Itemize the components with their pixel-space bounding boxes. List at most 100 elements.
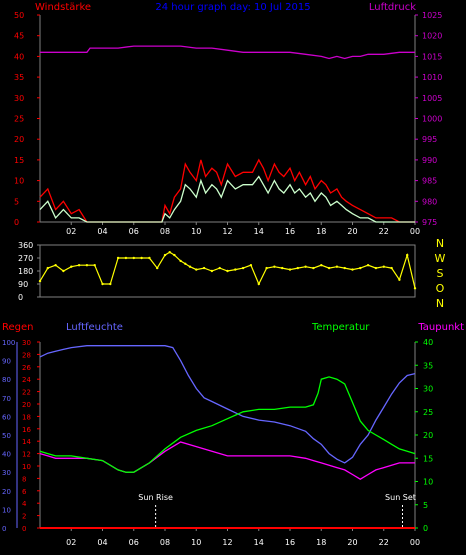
temperature-tick-label: 5 <box>423 501 428 510</box>
temperature-axis-label: Temperatur <box>311 322 370 333</box>
pressure-tick-label: 980 <box>422 197 437 206</box>
wind-direction-point <box>132 256 135 260</box>
dewpoint-axis-label: Taupunkt <box>417 322 464 333</box>
wind-direction-point <box>296 266 299 270</box>
temperature-tick-label: 20 <box>423 431 433 440</box>
wind-direction-point <box>54 264 57 267</box>
pressure-tick-label: 1015 <box>422 52 442 61</box>
top-x-tick-label: 16 <box>285 227 295 236</box>
bottom-x-tick-label: 16 <box>285 538 295 547</box>
temperature-tick-label: 25 <box>423 408 433 417</box>
bottom-x-tick-label: 04 <box>97 538 107 547</box>
wind-direction-point <box>109 282 112 286</box>
rain-tick-label: 18 <box>22 413 31 421</box>
pressure-tick-label: 975 <box>422 218 437 227</box>
top-x-tick-label: 02 <box>66 227 76 236</box>
rain-tick-label: 14 <box>22 438 31 446</box>
temperature-line <box>39 376 416 473</box>
humidity-tick-label: 10 <box>2 506 11 514</box>
wind-direction-point <box>101 282 104 286</box>
top-x-tick-label: 10 <box>191 227 201 236</box>
wind-direction-point <box>188 265 192 268</box>
wind-direction-point <box>46 266 49 270</box>
temperature-tick-label: 30 <box>423 385 433 394</box>
wind-direction-point <box>116 256 120 260</box>
wind-direction-point <box>184 262 187 265</box>
humidity-tick-label: 90 <box>2 358 11 366</box>
bottom-x-tick-label: 18 <box>316 538 326 547</box>
wind-direction-point <box>93 264 96 267</box>
humidity-tick-label: 70 <box>2 395 11 403</box>
rain-tick-label: 28 <box>22 351 31 359</box>
rain-tick-label: 8 <box>22 475 26 483</box>
humidity-tick-label: 30 <box>2 469 11 477</box>
temperature-tick-label: 0 <box>423 524 428 533</box>
temperature-tick-label: 15 <box>423 454 433 463</box>
rain-tick-label: 6 <box>22 488 27 496</box>
bottom-x-tick-label: 12 <box>222 538 232 547</box>
wind-tick-label: 15 <box>14 156 24 165</box>
wind-direction-point <box>390 266 393 270</box>
humidity-tick-label: 50 <box>2 432 11 440</box>
humidity-tick-label: 0 <box>2 525 6 533</box>
top-x-tick-label: 20 <box>347 227 357 236</box>
humidity-tick-label: 100 <box>2 339 15 347</box>
bottom-x-tick-label: 00 <box>410 538 420 547</box>
pressure-tick-label: 990 <box>422 156 437 165</box>
pressure-tick-label: 995 <box>422 135 437 144</box>
top-x-tick-label: 12 <box>222 227 232 236</box>
wind-direction-point <box>77 264 81 267</box>
wind-direction-point <box>374 266 378 270</box>
temperature-tick-label: 10 <box>423 478 433 487</box>
wind-direction-point <box>241 266 245 270</box>
compass-letter: W <box>435 252 446 265</box>
wind-direction-point <box>312 266 315 270</box>
wind-direction-point <box>38 279 42 283</box>
top-x-tick-label: 14 <box>254 227 264 236</box>
rain-tick-label: 26 <box>22 364 31 372</box>
bottom-x-tick-label: 14 <box>254 538 264 547</box>
wind-direction-point <box>70 265 73 268</box>
wind-direction-point <box>382 265 385 268</box>
wind-gust-line <box>39 175 415 223</box>
wind-direction-point <box>288 268 292 271</box>
rain-tick-label: 10 <box>22 463 31 471</box>
wind-direction-point <box>257 282 260 286</box>
wind-direction-point <box>249 264 253 267</box>
compass-letter: N <box>436 237 444 250</box>
direction-tick-label: 180 <box>18 267 33 276</box>
wind-tick-label: 30 <box>14 94 24 103</box>
humidity-tick-label: 80 <box>2 376 11 384</box>
wind-direction-point <box>281 266 284 270</box>
wind-tick-label: 35 <box>14 73 24 82</box>
wind-direction-point <box>195 268 198 271</box>
wind-direction-point <box>359 266 362 270</box>
pressure-line <box>40 45 415 60</box>
wind-direction-point <box>226 269 229 273</box>
wind-direction-point <box>210 269 214 273</box>
wind-direction-point <box>173 253 176 257</box>
wind-direction-point <box>179 259 182 263</box>
top-x-tick-label: 04 <box>97 227 107 236</box>
wind-direction-point <box>351 268 354 271</box>
wind-tick-label: 20 <box>14 135 24 144</box>
wind-tick-label: 25 <box>14 115 24 124</box>
compass-letter: O <box>436 282 445 295</box>
humidity-tick-label: 20 <box>2 488 11 496</box>
wind-tick-label: 50 <box>14 11 24 20</box>
rain-tick-label: 16 <box>22 426 31 434</box>
top-x-tick-label: 00 <box>410 227 420 236</box>
compass-letter: N <box>436 297 444 310</box>
bottom-x-tick-label: 20 <box>347 538 357 547</box>
rain-tick-label: 24 <box>22 376 31 384</box>
pressure-tick-label: 1020 <box>422 32 442 41</box>
wind-tick-label: 10 <box>14 177 24 186</box>
pressure-tick-label: 1025 <box>422 11 442 20</box>
wind-direction-point <box>124 256 128 260</box>
top-x-tick-label: 22 <box>379 227 389 236</box>
bottom-x-tick-label: 06 <box>129 538 139 547</box>
top-x-tick-label: 08 <box>160 227 170 236</box>
wind-direction-point <box>320 264 323 267</box>
wind-tick-label: 40 <box>14 52 24 61</box>
